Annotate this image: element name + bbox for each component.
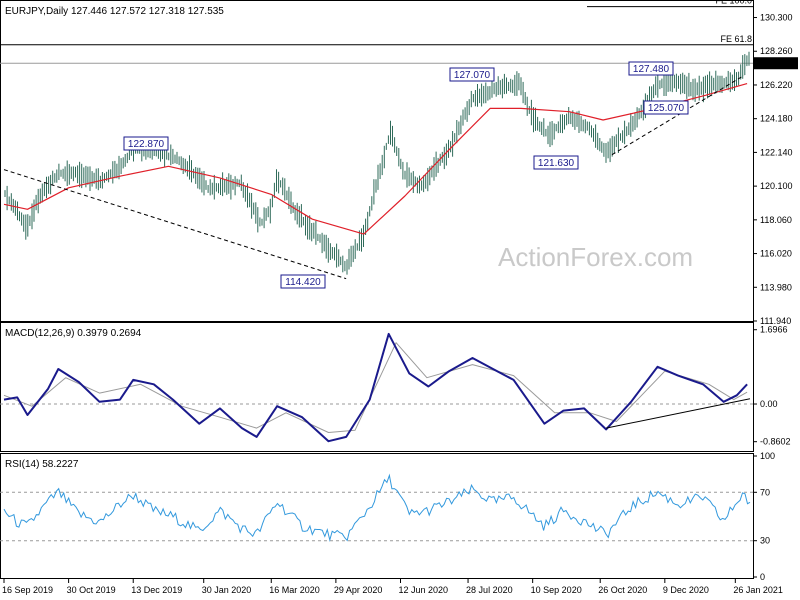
rsi-y-tick-label: 0 bbox=[760, 572, 765, 582]
axis-layer: 130.300 128.260 126.220 124.180 122.140 120.1… bbox=[2, 13, 798, 595]
macd-layer bbox=[0, 332, 753, 443]
price-y-tick-label: 120.100 bbox=[760, 181, 793, 191]
price-y-tick-label: 116.020 bbox=[760, 249, 792, 259]
price-marker-label: 121.630 bbox=[538, 158, 575, 169]
price-panel-frame bbox=[0, 0, 754, 322]
price-y-tick-label: 118.060 bbox=[760, 215, 792, 225]
price-marker-label: 127.070 bbox=[454, 70, 491, 81]
x-tick-label: 30 Oct 2019 bbox=[67, 585, 116, 595]
price-marker-box bbox=[280, 274, 326, 289]
price-marker-label: 122.870 bbox=[128, 139, 165, 150]
x-tick-label: 16 Mar 2020 bbox=[269, 585, 320, 595]
price-marker-box bbox=[643, 100, 689, 115]
price-trendline bbox=[3, 169, 347, 280]
price-y-tick-label: 113.980 bbox=[760, 282, 792, 292]
x-tick-label: 16 Sep 2019 bbox=[2, 585, 53, 595]
x-tick-label: 28 Jul 2020 bbox=[466, 585, 513, 595]
macd-y-tick-label: 0.00 bbox=[760, 399, 778, 409]
x-tick-label: 13 Dec 2019 bbox=[131, 585, 182, 595]
x-tick-label: 30 Jan 2020 bbox=[202, 585, 252, 595]
price-panel-title: EURJPY,Daily 127.446 127.572 127.318 127… bbox=[5, 6, 224, 17]
current-price-box bbox=[754, 57, 798, 70]
price-y-tick-label: 124.180 bbox=[760, 114, 793, 124]
x-tick-label: 29 Apr 2020 bbox=[334, 585, 383, 595]
macd-panel-title: MACD(12,26,9) 0.3979 0.2694 bbox=[5, 328, 142, 339]
macd-trendline bbox=[605, 398, 751, 429]
price-y-tick-label: 122.140 bbox=[760, 147, 793, 157]
rsi-panel-frame bbox=[0, 453, 754, 579]
rsi-layer bbox=[0, 473, 753, 542]
fib-level-label: FE 100.0 bbox=[715, 0, 752, 6]
price-y-tick-label: 128.260 bbox=[760, 46, 793, 56]
x-tick-label: 26 Jan 2021 bbox=[733, 585, 783, 595]
rsi-line bbox=[3, 473, 751, 542]
price-marker-box bbox=[449, 67, 495, 82]
price-marker-box bbox=[628, 61, 674, 76]
price-marker-box bbox=[533, 155, 579, 170]
macd-panel-frame bbox=[0, 322, 754, 452]
x-tick-label: 10 Sep 2020 bbox=[531, 585, 582, 595]
x-tick-label: 26 Oct 2020 bbox=[598, 585, 647, 595]
price-marker-label: 127.480 bbox=[633, 64, 670, 75]
current-price-label: 127.535 bbox=[758, 59, 791, 69]
macd-y-tick-label: 1.6966 bbox=[760, 325, 788, 335]
rsi-y-tick-label: 70 bbox=[760, 487, 770, 497]
price-marker-label: 125.070 bbox=[648, 103, 685, 114]
price-y-tick-label: 130.300 bbox=[760, 13, 793, 23]
price-marker-label: 114.420 bbox=[285, 277, 321, 288]
rsi-y-tick-label: 30 bbox=[760, 536, 770, 546]
price-y-tick-label: 126.220 bbox=[760, 80, 793, 90]
price-marker-box bbox=[123, 136, 169, 151]
x-tick-label: 9 Dec 2020 bbox=[663, 585, 709, 595]
rsi-y-tick-label: 100 bbox=[760, 451, 775, 461]
fib-level-label: FE 61.8 bbox=[720, 34, 752, 44]
macd-line bbox=[3, 332, 748, 443]
price-y-tick-label: 111.940 bbox=[760, 316, 791, 326]
rsi-panel-title: RSI(14) 58.2227 bbox=[5, 459, 79, 470]
macd-y-tick-label: -0.8602 bbox=[760, 437, 791, 447]
sma-line bbox=[3, 83, 748, 235]
price-layer: FE 100.0 FE 61.8 122.870 114.420 127.070 121.… bbox=[0, 0, 753, 289]
price-trendline bbox=[611, 74, 745, 156]
macd-signal-line bbox=[3, 342, 748, 433]
watermark: ActionForex.com bbox=[498, 242, 693, 272]
x-tick-label: 12 Jun 2020 bbox=[398, 585, 448, 595]
